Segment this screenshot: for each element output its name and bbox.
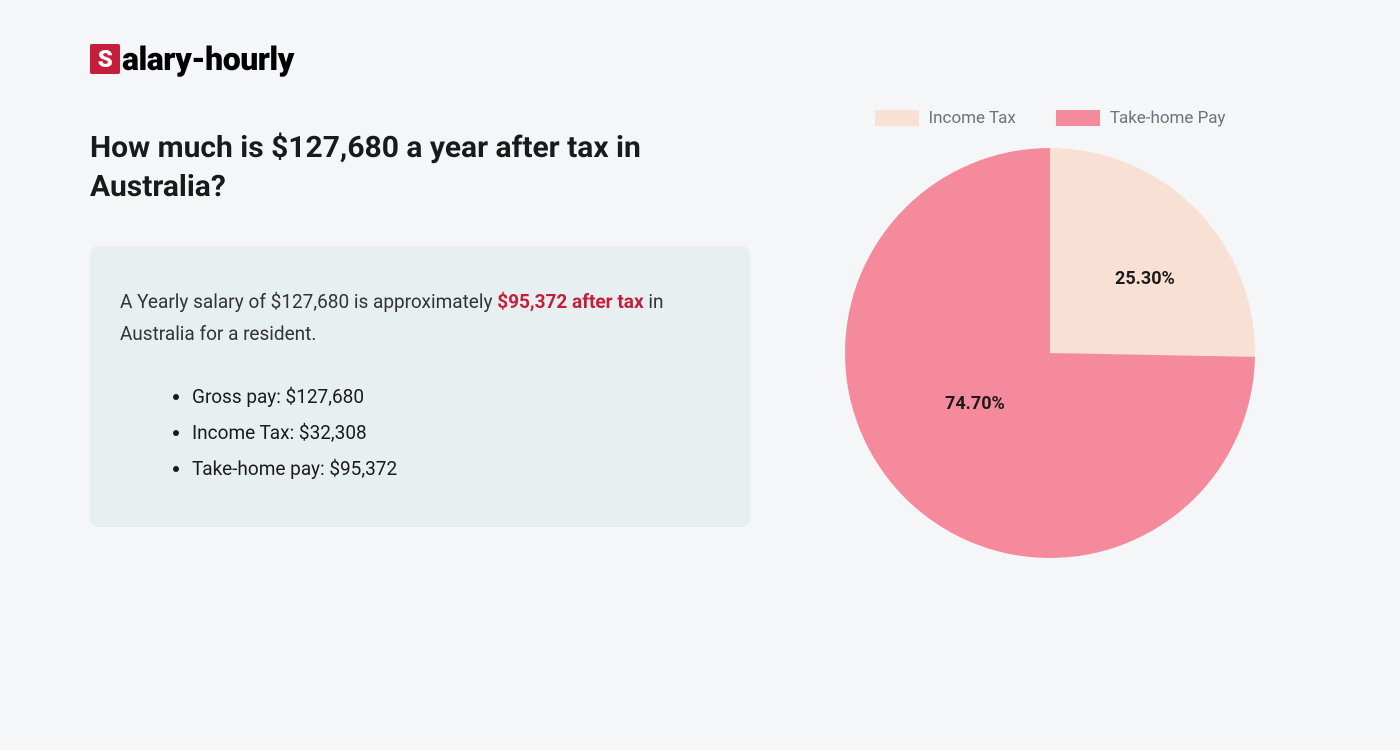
list-item: Gross pay: $127,680 xyxy=(192,379,720,415)
logo-text: alary-hourly xyxy=(122,40,294,78)
legend-item-income-tax: Income Tax xyxy=(875,108,1016,128)
page-title: How much is $127,680 a year after tax in… xyxy=(90,128,750,206)
summary-paragraph: A Yearly salary of $127,680 is approxima… xyxy=(120,286,720,351)
legend-label: Income Tax xyxy=(929,108,1016,128)
pie-slice-label: 74.70% xyxy=(945,393,1005,414)
pie-svg xyxy=(845,148,1255,558)
site-logo: Salary-hourly xyxy=(90,40,1310,78)
summary-list: Gross pay: $127,680 Income Tax: $32,308 … xyxy=(120,379,720,487)
logo-badge: S xyxy=(90,44,120,74)
list-item: Income Tax: $32,308 xyxy=(192,415,720,451)
legend-swatch xyxy=(1056,110,1100,126)
main-content: How much is $127,680 a year after tax in… xyxy=(90,128,1310,558)
chart-column: Income Tax Take-home Pay 25.30% 74.70% xyxy=(790,108,1310,558)
summary-highlight: $95,372 after tax xyxy=(497,290,643,313)
list-item: Take-home pay: $95,372 xyxy=(192,451,720,487)
legend-swatch xyxy=(875,110,919,126)
legend-item-take-home: Take-home Pay xyxy=(1056,108,1226,128)
summary-box: A Yearly salary of $127,680 is approxima… xyxy=(90,246,750,527)
left-column: How much is $127,680 a year after tax in… xyxy=(90,128,750,558)
summary-prefix: A Yearly salary of $127,680 is approxima… xyxy=(120,290,497,313)
chart-legend: Income Tax Take-home Pay xyxy=(875,108,1226,128)
pie-slice-label: 25.30% xyxy=(1115,268,1175,289)
pie-chart: 25.30% 74.70% xyxy=(845,148,1255,558)
legend-label: Take-home Pay xyxy=(1110,108,1226,128)
